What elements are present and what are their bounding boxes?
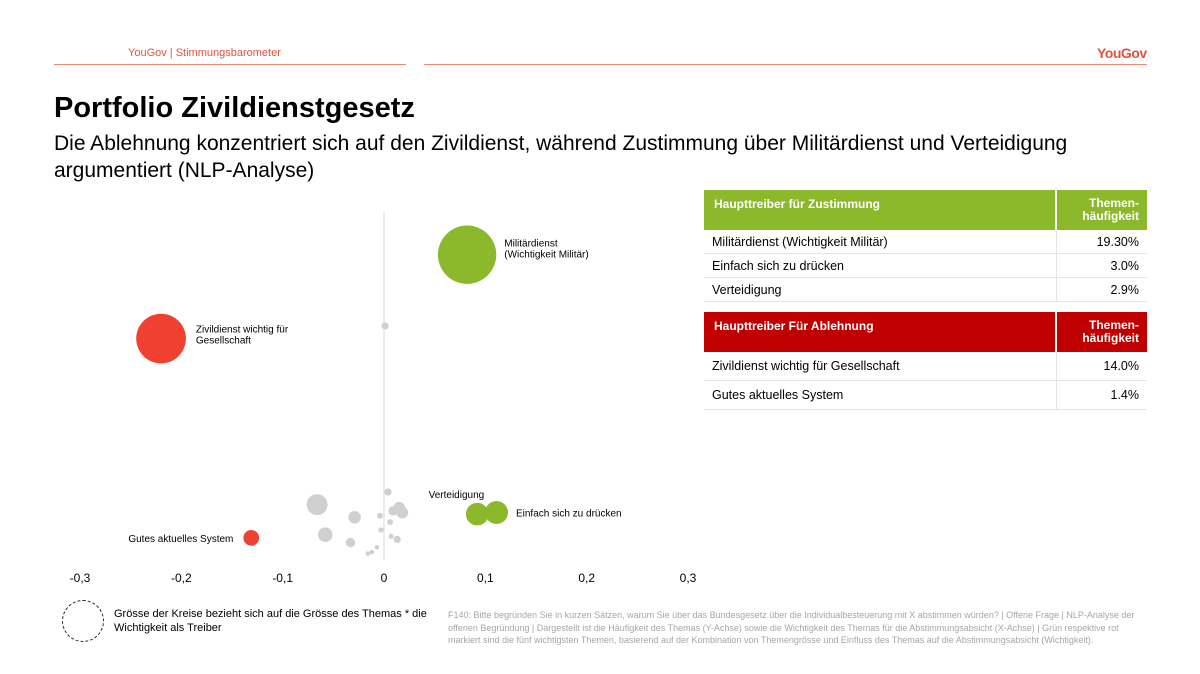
table-row: Verteidigung 2.9% (704, 277, 1147, 302)
data-point (384, 488, 392, 496)
table-cell-label: Gutes aktuelles System (704, 380, 1056, 410)
data-point (388, 533, 394, 539)
bubble-label: Zivildienst wichtig für Gesellschaft (196, 325, 289, 347)
header-divider-left (54, 64, 406, 65)
x-tick-label: -0,1 (272, 571, 293, 585)
bubble-green (484, 501, 508, 525)
data-point (376, 512, 383, 519)
data-point (306, 494, 328, 516)
data-point (393, 535, 401, 544)
table-agree-header-label: Haupttreiber für Zustimmung (704, 190, 1056, 230)
table-agree-drivers: Haupttreiber für Zustimmung Themen- häuf… (704, 190, 1147, 302)
table-cell-value: 3.0% (1055, 253, 1147, 278)
table-reject-header-row: Haupttreiber Für Ablehnung Themen- häufi… (704, 312, 1147, 352)
data-point (387, 519, 394, 526)
data-point (378, 527, 384, 533)
data-point (317, 527, 333, 542)
bubble-label: Gutes aktuelles System (128, 534, 233, 545)
header-divider-right (424, 64, 1147, 65)
data-point (381, 322, 389, 330)
bubble-red (243, 529, 260, 546)
table-reject-header-label: Haupttreiber Für Ablehnung (704, 312, 1056, 352)
bubble-size-legend-text: Grösse der Kreise bezieht sich auf die G… (114, 608, 427, 634)
page-subtitle: Die Ablehnung konzentriert sich auf den … (54, 132, 1068, 182)
table-row: Einfach sich zu drücken 3.0% (704, 253, 1147, 278)
bubble-chart: -0,3 -0,2 -0,1 0 0,1 0,2 0,3 Militärdienst (Wich… (70, 212, 697, 585)
table-row: Gutes aktuelles System 1.4% (704, 380, 1147, 410)
bubble-green (437, 225, 497, 284)
x-tick-label: 0,3 (680, 571, 697, 585)
x-tick-label: 0 (381, 571, 388, 585)
table-reject-header-value: Themen- häufigkeit (1055, 312, 1147, 352)
data-point (365, 551, 371, 556)
table-cell-label: Einfach sich zu drücken (704, 253, 1056, 278)
table-cell-value: 19.30% (1055, 230, 1147, 254)
data-point (348, 510, 361, 524)
table-row: Militärdienst (Wichtigkeit Militär) 19.3… (704, 230, 1147, 254)
table-cell-value: 1.4% (1055, 380, 1147, 410)
table-reject-drivers: Haupttreiber Für Ablehnung Themen- häufi… (704, 312, 1147, 410)
table-cell-value: 2.9% (1055, 277, 1147, 302)
bubble-size-legend-icon (62, 600, 104, 642)
bubble-green (465, 502, 489, 526)
data-point (388, 506, 398, 516)
table-row: Zivildienst wichtig für Gesellschaft 14.… (704, 352, 1147, 381)
bubble-red (136, 313, 186, 364)
data-point (374, 545, 380, 550)
table-cell-label: Zivildienst wichtig für Gesellschaft (704, 352, 1056, 381)
footnote: F140: Bitte begründen Sie in kurzen Sätz… (448, 610, 1135, 645)
data-point (396, 506, 409, 519)
table-agree-header-row: Haupttreiber für Zustimmung Themen- häuf… (704, 190, 1147, 230)
table-cell-label: Militärdienst (Wichtigkeit Militär) (704, 230, 1056, 254)
bubble-label: Militärdienst (Wichtigkeit Militär) (504, 239, 588, 261)
table-agree-header-value: Themen- häufigkeit (1055, 190, 1147, 230)
data-point (369, 549, 375, 555)
x-tick-label: -0,2 (171, 571, 192, 585)
x-tick-label: -0,3 (70, 571, 91, 585)
table-cell-value: 14.0% (1055, 352, 1147, 381)
x-tick-label: 0,1 (477, 571, 494, 585)
x-tick-label: 0,2 (578, 571, 595, 585)
bubble-label: Verteidigung (429, 490, 485, 501)
yougov-logo: YouGov (1097, 45, 1147, 61)
table-cell-label: Verteidigung (704, 277, 1056, 302)
header-title: YouGov | Stimmungsbarometer (128, 47, 281, 59)
bubble-label: Einfach sich zu drücken (516, 509, 622, 520)
page-title: Portfolio Zivildienstgesetz (54, 92, 415, 124)
data-point (345, 537, 356, 548)
